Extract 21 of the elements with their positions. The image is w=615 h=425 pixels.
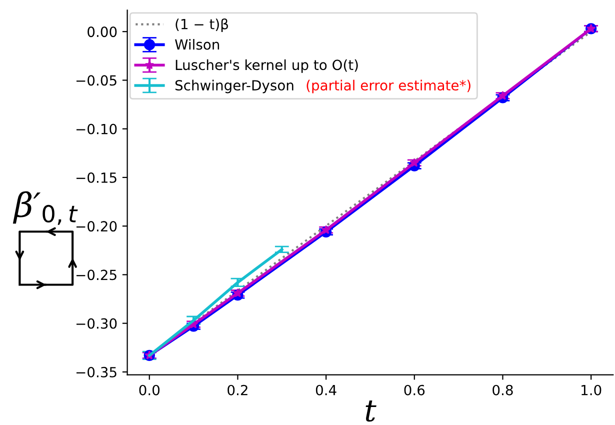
x-tick-label: 0.4 xyxy=(316,384,336,396)
y-tick-label: −0.20 xyxy=(76,221,117,232)
y-tick-label: −0.10 xyxy=(76,124,117,134)
y-tick-label: −0.15 xyxy=(76,172,116,183)
x-tick-label: 0.6 xyxy=(404,384,425,396)
y-tick-label: −0.30 xyxy=(76,318,117,329)
legend-label: Wilson xyxy=(174,39,220,50)
y-tick-label: −0.05 xyxy=(76,75,116,86)
x-tick-label: 0.8 xyxy=(492,384,513,396)
x-tick-label: 1.0 xyxy=(582,384,602,396)
x-tick-label: 0.0 xyxy=(139,384,160,396)
legend-label: Schwinger-Dyson xyxy=(175,80,294,94)
x-axis-title: t xyxy=(366,400,376,422)
x-tick-label: 0.2 xyxy=(228,384,248,396)
legend-label: (1 − t)β xyxy=(176,18,228,32)
legend-label: Luscher's kernel up to O(t) xyxy=(176,59,358,73)
y-tick-label: −0.35 xyxy=(76,366,116,378)
annotation: (partial error estimate*) xyxy=(306,80,470,94)
y-tick-label: −0.25 xyxy=(76,270,116,280)
y-axis-title: β′$_{0,t}$ xyxy=(12,191,78,225)
y-tick-label: 0.00 xyxy=(88,26,117,38)
